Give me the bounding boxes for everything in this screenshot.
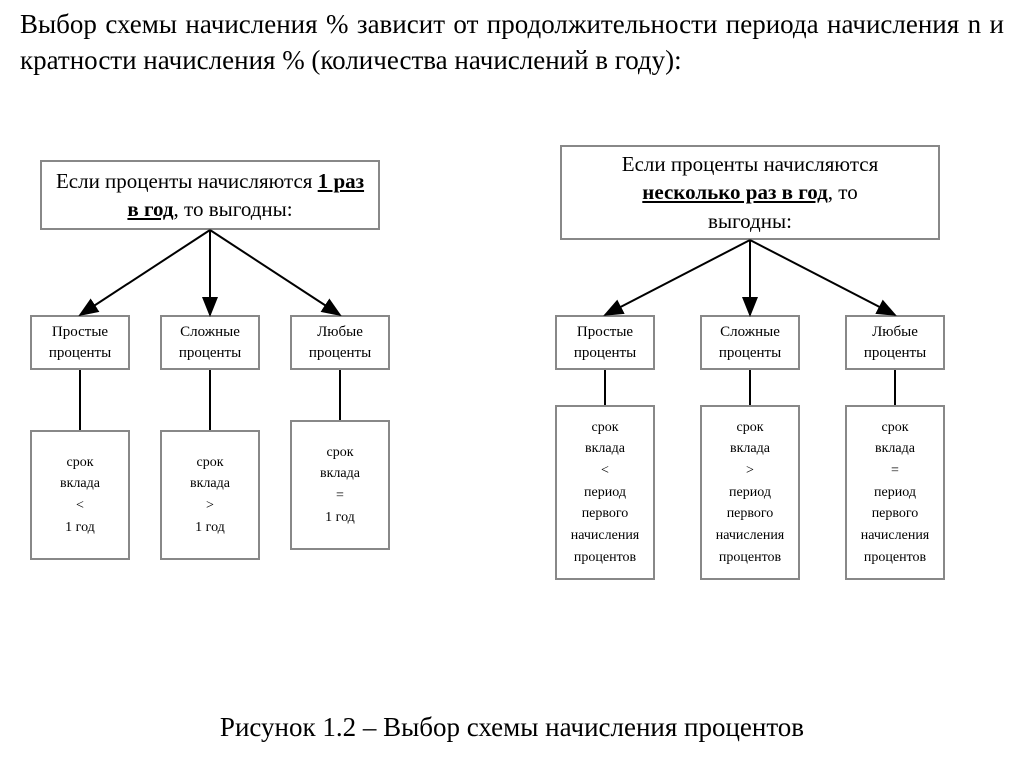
right-leaf-gt: сроквклада>периодпервогоначисленияпроцен…	[700, 405, 800, 580]
left-leaf-eq: сроквклада=1 год	[290, 420, 390, 550]
left-leaf-gt: сроквклада>1 год	[160, 430, 260, 560]
left-leaf-lt: сроквклада<1 год	[30, 430, 130, 560]
intro-text: Выбор схемы начисления % зависит от прод…	[20, 6, 1004, 79]
figure-caption: Рисунок 1.2 – Выбор схемы начисления про…	[0, 712, 1024, 743]
left-mid-simple: Простыепроценты	[30, 315, 130, 370]
right-mid-simple: Простыепроценты	[555, 315, 655, 370]
right-mid-compound: Сложныепроценты	[700, 315, 800, 370]
left-mid-any: Любыепроценты	[290, 315, 390, 370]
left-mid-compound: Сложныепроценты	[160, 315, 260, 370]
right-mid-any: Любыепроценты	[845, 315, 945, 370]
right-leaf-lt: сроквклада<периодпервогоначисленияпроцен…	[555, 405, 655, 580]
connector-layer	[0, 0, 1024, 767]
left-root-box: Если проценты начисляются 1 раз в год, т…	[40, 160, 380, 230]
right-root-box: Если проценты начисляются несколько раз …	[560, 145, 940, 240]
right-leaf-eq: сроквклада=периодпервогоначисленияпроцен…	[845, 405, 945, 580]
